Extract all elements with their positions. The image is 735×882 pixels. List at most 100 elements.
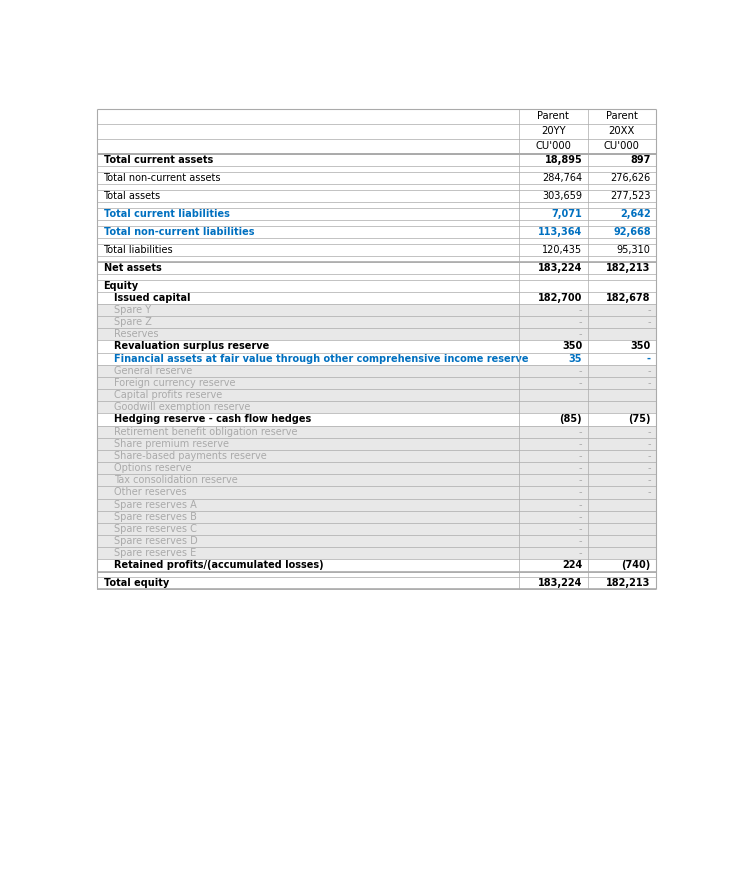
Bar: [519, 535, 587, 547]
Text: -: -: [647, 438, 650, 449]
Text: -: -: [578, 451, 582, 461]
Bar: [587, 172, 656, 184]
Text: Retained profits/(accumulated losses): Retained profits/(accumulated losses): [115, 560, 324, 571]
Text: -: -: [647, 427, 650, 437]
Text: Goodwill exemption reserve: Goodwill exemption reserve: [115, 402, 251, 412]
Text: Spare Y: Spare Y: [115, 305, 151, 315]
Bar: [97, 124, 519, 139]
Text: -: -: [578, 378, 582, 388]
Bar: [519, 572, 587, 578]
Bar: [519, 437, 587, 450]
Bar: [587, 578, 656, 589]
Text: Spare reserves A: Spare reserves A: [115, 499, 197, 510]
Bar: [587, 425, 656, 437]
Text: Total equity: Total equity: [104, 579, 169, 588]
Text: -: -: [578, 366, 582, 376]
Bar: [519, 377, 587, 389]
Bar: [587, 572, 656, 578]
Text: -: -: [578, 512, 582, 522]
Bar: [97, 190, 519, 202]
Text: Total current liabilities: Total current liabilities: [104, 209, 229, 219]
Bar: [97, 486, 519, 498]
Bar: [519, 340, 587, 353]
Bar: [587, 220, 656, 226]
Bar: [519, 511, 587, 523]
Text: Spare Z: Spare Z: [115, 318, 152, 327]
Bar: [587, 401, 656, 414]
Bar: [519, 475, 587, 486]
Bar: [519, 226, 587, 238]
Bar: [519, 238, 587, 243]
Text: 182,213: 182,213: [606, 579, 650, 588]
Bar: [519, 401, 587, 414]
Bar: [97, 353, 519, 365]
Text: Revaluation surplus reserve: Revaluation surplus reserve: [115, 341, 270, 351]
Bar: [97, 414, 519, 425]
Text: Issued capital: Issued capital: [115, 293, 191, 303]
Bar: [587, 316, 656, 328]
Bar: [97, 401, 519, 414]
Text: 95,310: 95,310: [617, 244, 650, 255]
Bar: [587, 547, 656, 559]
Bar: [97, 316, 519, 328]
Text: -: -: [647, 378, 650, 388]
Text: -: -: [647, 305, 650, 315]
Bar: [587, 523, 656, 535]
Bar: [519, 414, 587, 425]
Bar: [587, 328, 656, 340]
Text: -: -: [647, 318, 650, 327]
Text: -: -: [647, 354, 650, 363]
Text: -: -: [647, 475, 650, 485]
Text: (740): (740): [621, 560, 650, 571]
Bar: [587, 154, 656, 166]
Bar: [519, 273, 587, 280]
Bar: [97, 154, 519, 166]
Bar: [587, 365, 656, 377]
Text: -: -: [578, 536, 582, 546]
Bar: [587, 273, 656, 280]
Text: Other reserves: Other reserves: [115, 488, 187, 497]
Text: 2,642: 2,642: [620, 209, 650, 219]
Bar: [519, 139, 587, 154]
Text: Retirement benefit obligation reserve: Retirement benefit obligation reserve: [115, 427, 298, 437]
Bar: [519, 559, 587, 572]
Bar: [519, 292, 587, 304]
Bar: [519, 190, 587, 202]
Bar: [587, 238, 656, 243]
Bar: [97, 273, 519, 280]
Text: -: -: [578, 524, 582, 534]
Bar: [587, 340, 656, 353]
Text: -: -: [578, 475, 582, 485]
Text: 182,700: 182,700: [538, 293, 582, 303]
Bar: [97, 280, 519, 292]
Bar: [587, 292, 656, 304]
Bar: [519, 124, 587, 139]
Bar: [587, 184, 656, 190]
Bar: [519, 425, 587, 437]
Bar: [587, 256, 656, 262]
Bar: [587, 389, 656, 401]
Text: -: -: [647, 488, 650, 497]
Bar: [97, 535, 519, 547]
Bar: [97, 256, 519, 262]
Text: Foreign currency reserve: Foreign currency reserve: [115, 378, 236, 388]
Text: -: -: [578, 463, 582, 473]
Bar: [587, 377, 656, 389]
Bar: [519, 578, 587, 589]
Text: -: -: [647, 451, 650, 461]
Bar: [97, 208, 519, 220]
Text: Spare reserves E: Spare reserves E: [115, 549, 196, 558]
Bar: [519, 328, 587, 340]
Bar: [97, 462, 519, 475]
Text: Hedging reserve - cash flow hedges: Hedging reserve - cash flow hedges: [115, 415, 312, 424]
Text: Reserves: Reserves: [115, 329, 159, 340]
Text: 276,626: 276,626: [610, 173, 650, 183]
Text: Tax consolidation reserve: Tax consolidation reserve: [115, 475, 238, 485]
Text: Spare reserves C: Spare reserves C: [115, 524, 197, 534]
Bar: [587, 202, 656, 208]
Text: Total non-current assets: Total non-current assets: [104, 173, 221, 183]
Bar: [97, 304, 519, 316]
Bar: [519, 304, 587, 316]
Bar: [587, 450, 656, 462]
Bar: [587, 511, 656, 523]
